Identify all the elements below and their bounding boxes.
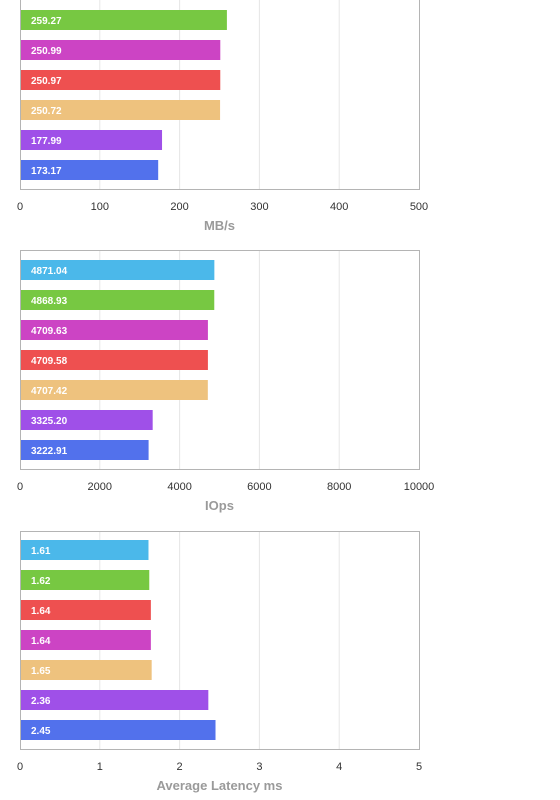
plot-frame	[20, 250, 420, 470]
bar-value-label: 250.99	[31, 46, 62, 57]
bar	[21, 600, 151, 620]
bar	[21, 570, 150, 590]
bar	[21, 40, 221, 60]
bar-value-label: 4871.04	[31, 266, 68, 277]
bar-value-label: 4709.63	[31, 326, 68, 337]
x-tick-label: 500	[410, 201, 428, 213]
x-tick-label: 8000	[327, 481, 351, 493]
bar-value-label: 177.99	[31, 136, 62, 147]
bar	[21, 260, 215, 280]
bar	[21, 410, 153, 430]
x-tick-label: 400	[330, 201, 348, 213]
bar-value-label: 1.64	[31, 636, 51, 647]
x-axis-title: MB/s	[204, 218, 235, 233]
bar-value-label: 1.65	[31, 666, 51, 677]
bar	[21, 630, 151, 650]
bar	[21, 690, 209, 710]
bar-value-label: 250.72	[31, 106, 62, 117]
bar-value-label: 1.64	[31, 606, 51, 617]
x-tick-label: 0	[17, 201, 23, 213]
x-axis-title: Average Latency ms	[157, 778, 283, 793]
x-tick-label: 0	[17, 481, 23, 493]
plot-frame	[20, 0, 420, 190]
bar-value-label: 4709.58	[31, 356, 68, 367]
bar-chart-3: 1.61 1.62 1.64 1.64 1.65 2.36 2.45 0 1 2 3 4 5 Averag…	[17, 531, 422, 793]
x-tick-label: 2000	[88, 481, 112, 493]
bar-value-label: 3222.91	[31, 446, 68, 457]
bar-value-label: 259.27	[31, 16, 62, 27]
bar-value-label: 1.61	[31, 546, 51, 557]
bar	[21, 290, 215, 310]
bar	[21, 660, 152, 680]
bar	[21, 70, 221, 90]
bar	[21, 440, 149, 460]
bar	[21, 380, 208, 400]
x-tick-label: 4000	[167, 481, 191, 493]
bar	[21, 350, 208, 370]
bar	[21, 720, 216, 740]
x-tick-label: 10000	[404, 481, 435, 493]
bar-value-label: 1.62	[31, 576, 51, 587]
x-tick-label: 0	[17, 761, 23, 773]
bar-value-label: 4707.42	[31, 386, 68, 397]
bar	[21, 130, 163, 150]
bar-value-label: 250.97	[31, 76, 62, 87]
bar	[21, 100, 221, 120]
x-axis-title: IOps	[205, 498, 234, 513]
x-tick-label: 3	[256, 761, 262, 773]
x-tick-label: 200	[170, 201, 188, 213]
x-tick-label: 1	[97, 761, 103, 773]
bar-value-label: 2.45	[31, 726, 51, 737]
x-tick-label: 100	[91, 201, 109, 213]
x-tick-label: 4	[336, 761, 342, 773]
x-tick-label: 5	[416, 761, 422, 773]
bar-value-label: 2.36	[31, 696, 51, 707]
bar	[21, 540, 149, 560]
plot-frame	[20, 531, 420, 750]
bar-value-label: 173.17	[31, 166, 62, 177]
bar-chart-1: 259.27 250.99 250.97 250.72 177.99 173.17 0 100…	[17, 0, 428, 233]
bar-chart-2: 4871.04 4868.93 4709.63 4709.58 4707.42 3325.…	[17, 250, 434, 513]
bar-value-label: 3325.20	[31, 416, 68, 427]
bar	[21, 320, 208, 340]
bar	[21, 10, 227, 30]
x-tick-label: 2	[177, 761, 183, 773]
x-tick-label: 6000	[247, 481, 271, 493]
bar	[21, 160, 159, 180]
bar-value-label: 4868.93	[31, 296, 68, 307]
x-tick-label: 300	[250, 201, 268, 213]
